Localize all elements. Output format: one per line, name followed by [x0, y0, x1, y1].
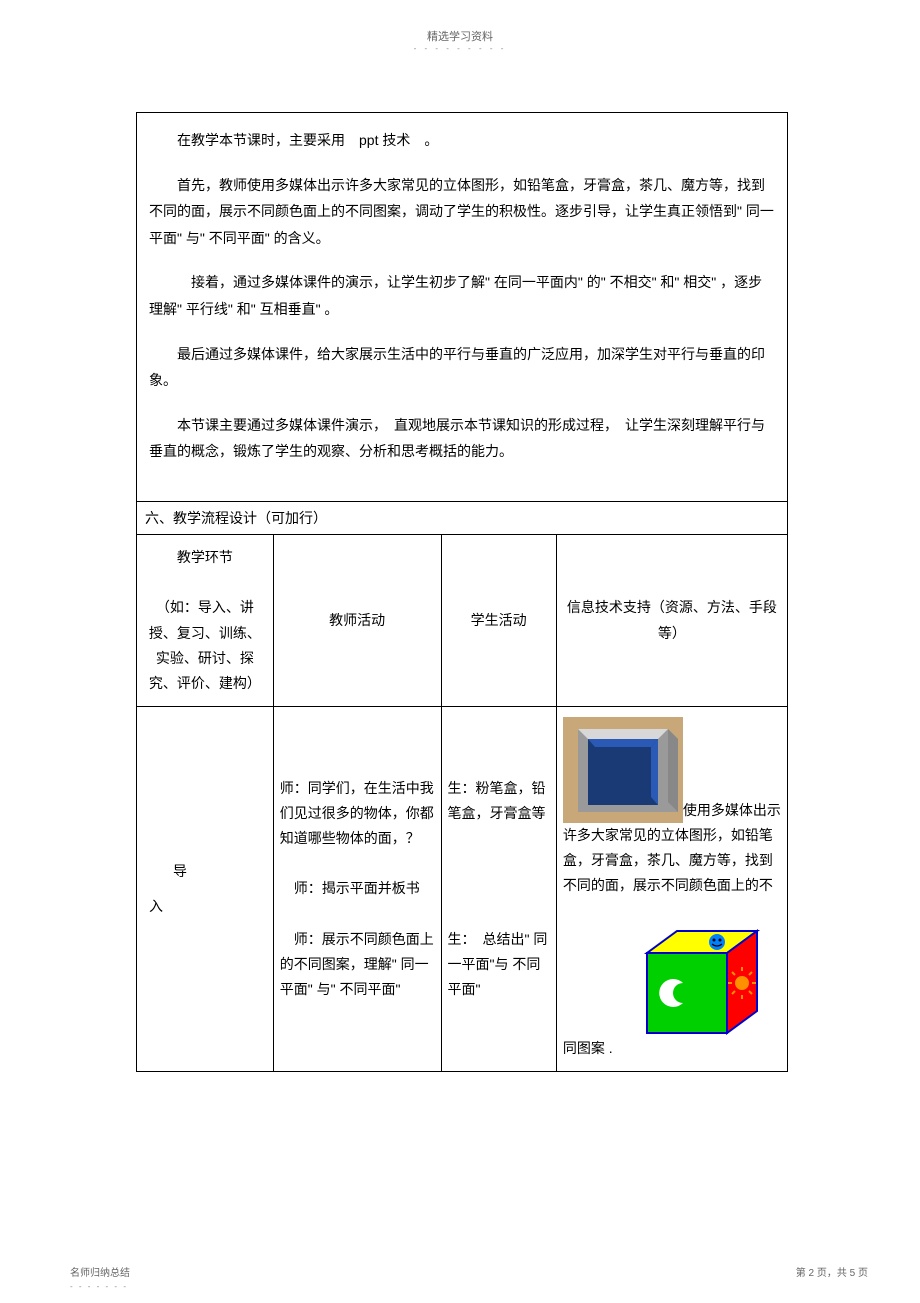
section-description: 在教学本节课时，主要采用 ppt 技术 。 首先，教师使用多媒体出示许多大家常见…	[137, 113, 787, 502]
th-teacher-activity: 教师活动	[273, 535, 441, 707]
page-header-title: 精选学习资料	[427, 28, 493, 44]
cell-tech-support: 使用多媒体出示许多大家常见的立体图形，如铅笔盒，牙膏盒，茶几、魔方等，找到不同的…	[556, 707, 787, 1071]
para-3: 接着，通过多媒体课件的演示，让学生初步了解" 在同一平面内" 的" 不相交" 和…	[149, 269, 775, 322]
para-5: 本节课主要通过多媒体课件演示， 直观地展示本节课知识的形成过程， 让学生深刻理解…	[149, 412, 775, 465]
cell-student-activity: 生：粉笔盒，铅笔盒，牙膏盒等 生： 总结出" 同一平面"与 不同平面"	[441, 707, 556, 1071]
section-6-title: 六、教学流程设计（可加行）	[137, 502, 787, 535]
footer-page-number: 第 2 页，共 5 页	[796, 1264, 868, 1279]
teaching-flow-table: 教学环节 （如：导入、讲授、复习、训练、实验、研讨、探究、评价、建构） 教师活动…	[137, 535, 787, 1071]
table-row: 导 入 师：同学们，在生活中我们见过很多的物体，你都知道哪些物体的面，？ 师：揭…	[137, 707, 787, 1071]
main-content-box: 在教学本节课时，主要采用 ppt 技术 。 首先，教师使用多媒体出示许多大家常见…	[136, 112, 788, 1072]
footer-left-dots: - - - - - - -	[70, 1282, 128, 1291]
cell-teacher-activity: 师：同学们，在生活中我们见过很多的物体，你都知道哪些物体的面，？ 师：揭示平面并…	[273, 707, 441, 1071]
cell-phase-intro: 导 入	[137, 707, 273, 1071]
para-1: 在教学本节课时，主要采用 ppt 技术 。	[149, 127, 775, 154]
box-photo-icon	[563, 717, 683, 823]
th-student-activity: 学生活动	[441, 535, 556, 707]
colored-cube-icon	[617, 913, 777, 1053]
para-4: 最后通过多媒体课件，给大家展示生活中的平行与垂直的广泛应用，加深学生对平行与垂直…	[149, 341, 775, 394]
th-tech-support: 信息技术支持（资源、方法、手段等）	[556, 535, 787, 707]
para-2: 首先，教师使用多媒体出示许多大家常见的立体图形，如铅笔盒，牙膏盒，茶几、魔方等，…	[149, 172, 775, 252]
table-header-row: 教学环节 （如：导入、讲授、复习、训练、实验、研讨、探究、评价、建构） 教师活动…	[137, 535, 787, 707]
page-header-dots: - - - - - - - - -	[414, 44, 507, 53]
th-phase: 教学环节 （如：导入、讲授、复习、训练、实验、研讨、探究、评价、建构）	[137, 535, 273, 707]
footer-left-text: 名师归纳总结	[70, 1264, 130, 1279]
